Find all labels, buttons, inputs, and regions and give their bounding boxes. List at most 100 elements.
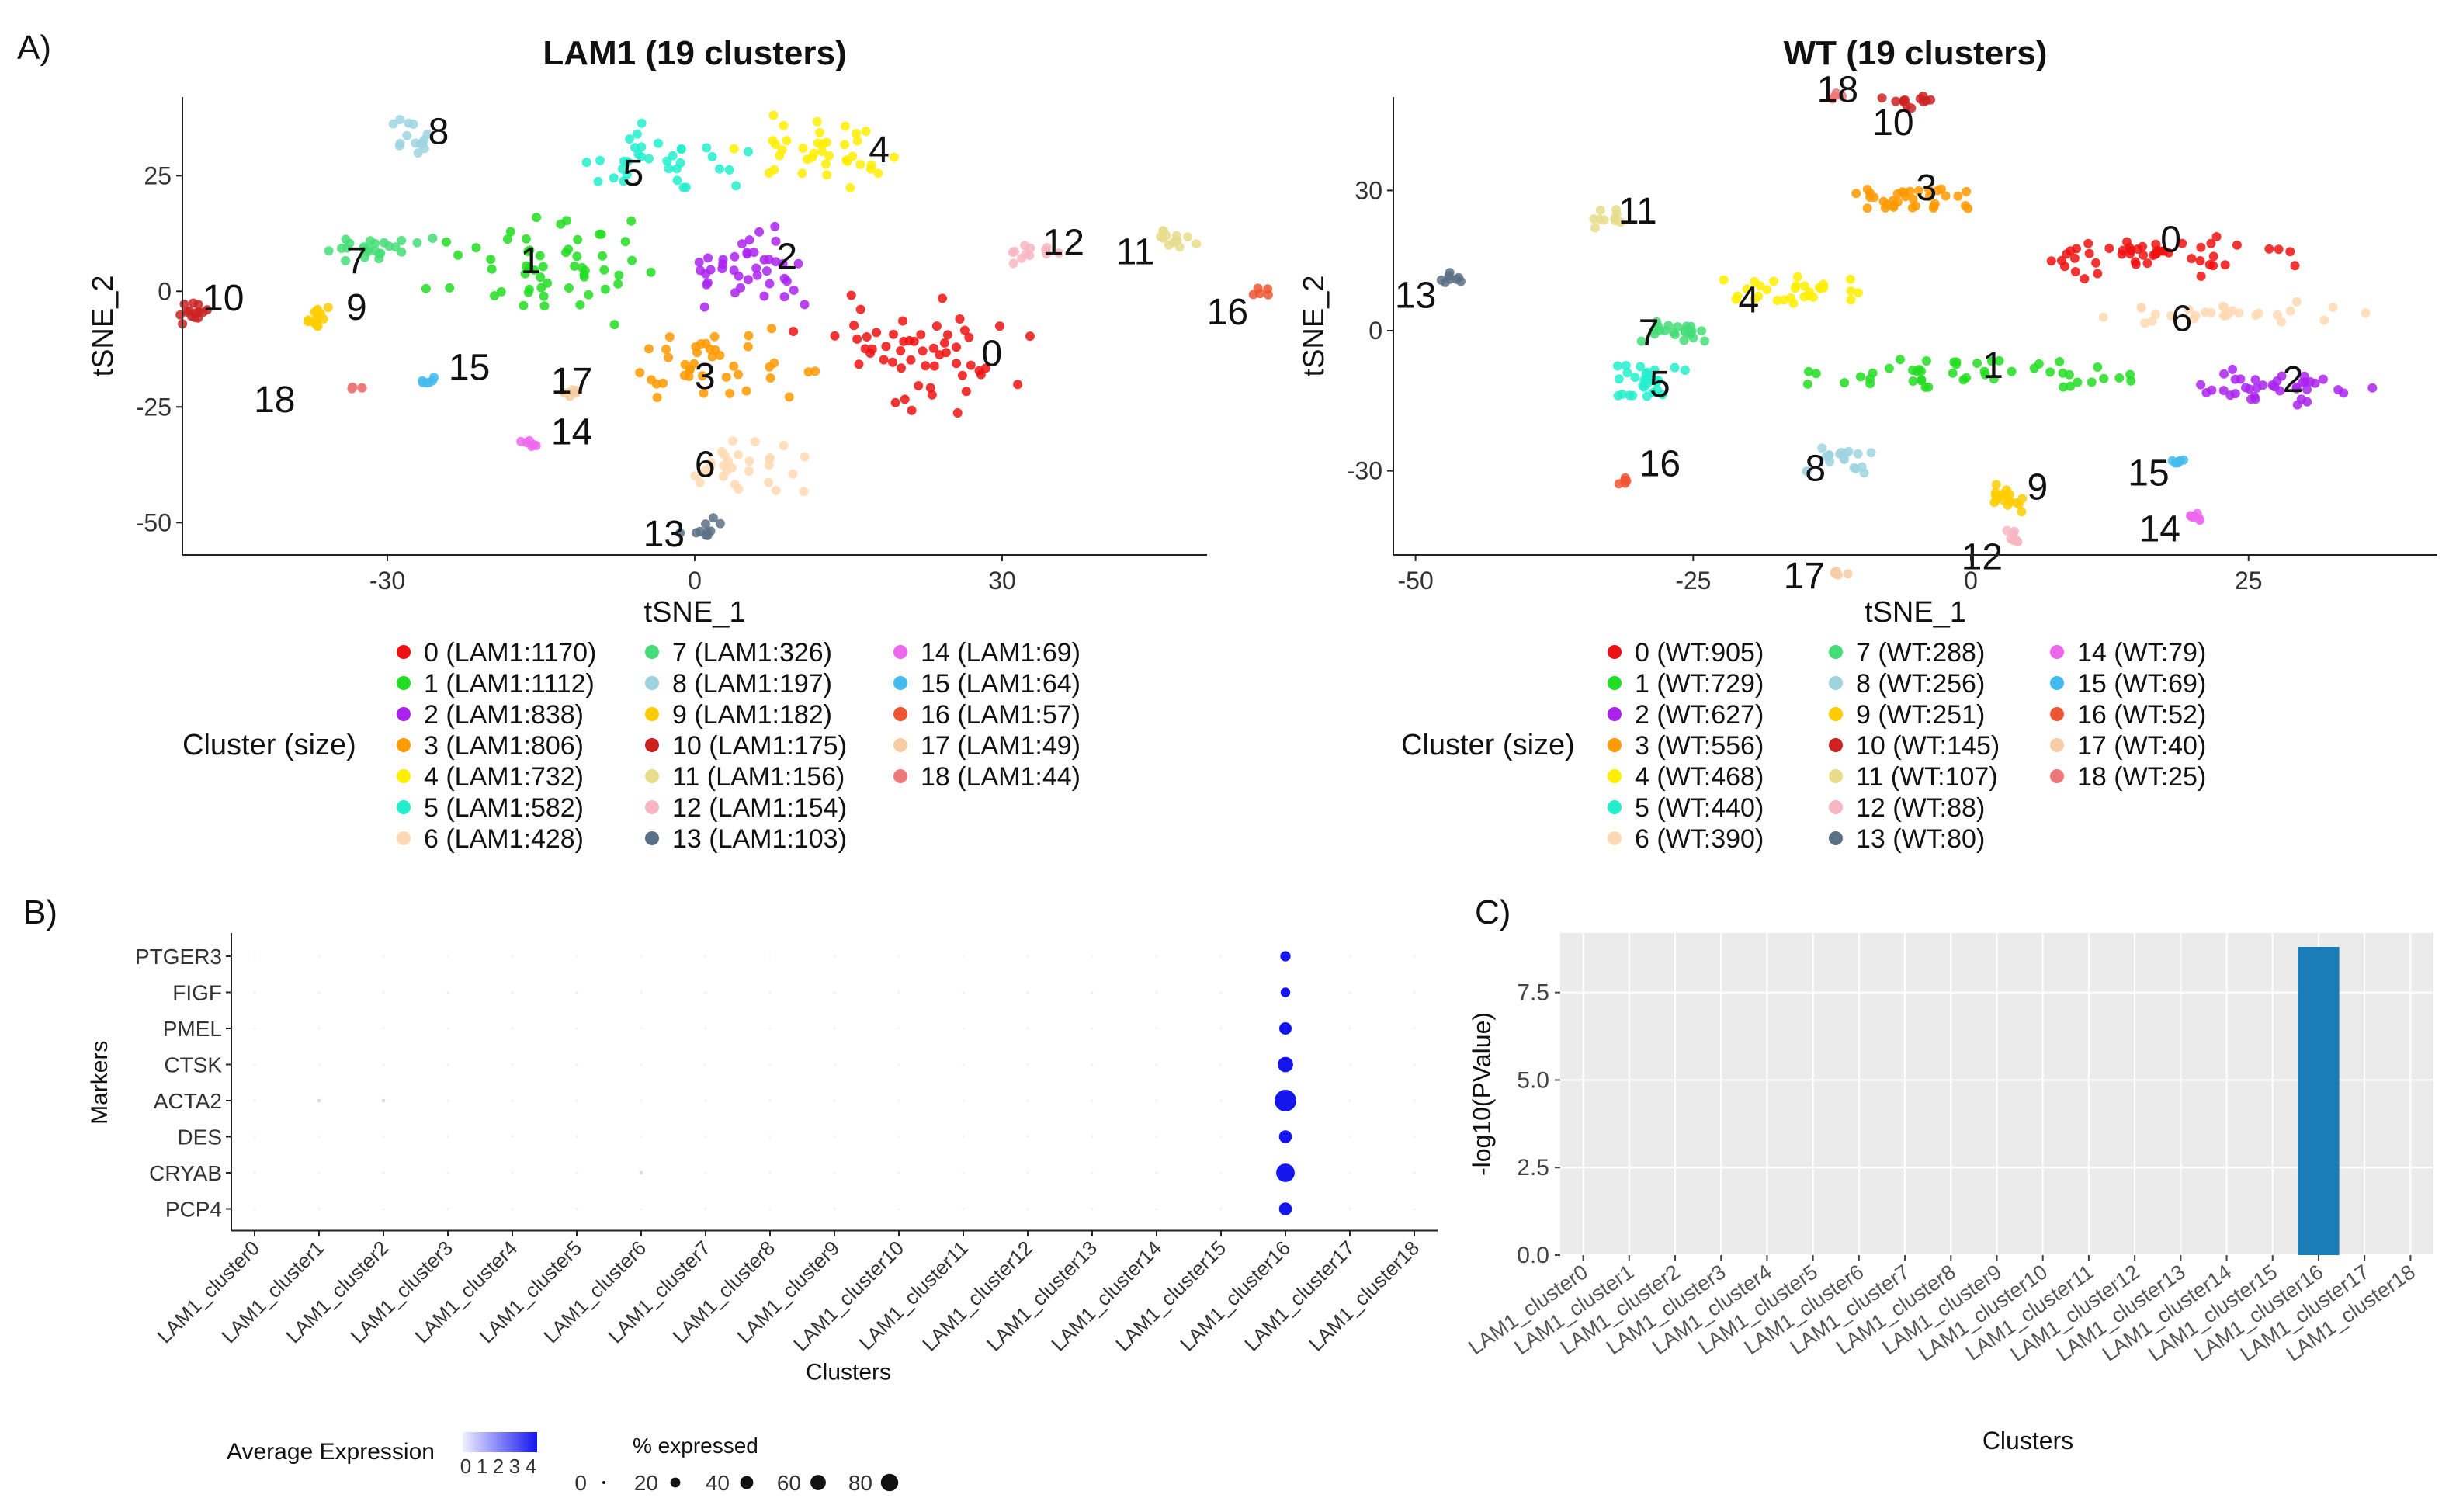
expression-dot [833,955,836,958]
cluster-points-9 [304,303,333,331]
data-point [1788,298,1799,308]
data-point [821,159,831,169]
legend-swatch-10 [1829,738,1843,752]
legend-entry-16: 16 (WT:52) [2077,700,2206,730]
expression-dot-cryab [1276,1163,1295,1182]
data-point [397,247,407,257]
cluster-label-10: 10 [203,278,244,319]
cluster-label-10: 10 [1872,102,1913,144]
color-legend-tick: 0 [460,1455,471,1478]
lam1-tsne-plot: LAM1 (19 clusters)01 23456789101112131415… [87,34,1273,854]
data-point [1183,232,1193,242]
expression-dot [382,1063,385,1066]
data-point [907,405,917,415]
data-point [848,151,858,161]
legend-swatch-8 [1829,676,1843,690]
x-tick-label: LAM1_cluster12 [918,1236,1037,1356]
legend-entry-15: 15 (LAM1:64) [921,669,1081,699]
data-point [2045,367,2055,377]
expression-dot [1155,1171,1158,1174]
data-point [1923,382,1934,392]
data-point [744,275,753,285]
expression-dot [1155,1063,1158,1066]
data-point [1779,295,1789,305]
expression-dot [575,991,578,994]
color-legend-tick: 2 [493,1455,504,1478]
data-point [706,460,716,470]
data-point [1648,387,1658,397]
data-point [536,283,546,293]
expression-dot [1348,1099,1351,1102]
expression-dot [1026,1099,1029,1102]
data-point [841,121,850,131]
expression-dot [640,991,643,994]
data-point [1700,336,1710,346]
cluster-points-13 [1436,268,1466,287]
expression-dot [1413,991,1416,994]
expression-dot [768,1136,772,1138]
data-point [734,271,744,281]
data-point [1805,287,1815,297]
data-point [664,352,673,362]
data-point [581,158,591,168]
expression-dot [768,1208,772,1210]
data-point [313,321,323,331]
data-point [1636,362,1646,372]
data-point [800,452,810,462]
legend-entry-0: 0 (LAM1:1170) [424,638,596,668]
expression-dot [511,1063,514,1066]
y-axis-label: -log10(PValue) [1468,1012,1496,1176]
data-point [798,144,808,153]
data-point [779,120,789,130]
cluster-points-4 [1719,272,1863,308]
expression-dot-pcp4 [1278,1202,1292,1215]
legend-swatch-18 [2050,769,2064,783]
expression-dot [1091,1208,1094,1210]
data-point [2227,306,2237,316]
data-point [1630,373,1640,383]
data-point [689,359,699,369]
expression-dot [1026,991,1029,994]
expression-dot [382,1027,385,1030]
expression-dot [511,955,514,958]
cluster-points-15 [2167,455,2188,468]
expression-dot [768,1171,772,1174]
data-point [535,251,545,261]
data-point [2083,238,2093,248]
legend-swatch-11 [645,769,659,783]
data-point [1025,251,1035,261]
data-point [2099,373,2109,383]
legend-entry-13: 13 (LAM1:103) [672,824,847,854]
data-point [1670,330,1680,339]
expression-dot [704,1136,707,1138]
cluster-label-12: 12 [1962,537,2003,578]
data-point [2220,260,2230,270]
data-point [672,175,682,186]
data-point [800,300,810,310]
data-point [453,250,463,260]
data-point [609,173,619,183]
data-point [1824,450,1834,460]
data-point [664,164,674,174]
data-point [691,342,701,352]
legend-entry-15: 15 (WT:69) [2077,669,2206,699]
expression-dot [575,1027,578,1030]
data-point [812,116,822,127]
expression-dot [1026,1171,1029,1174]
expression-dot [962,1063,965,1066]
data-point [637,118,647,128]
cluster-label-2: 2 [776,236,797,277]
data-point [715,518,725,529]
y-tick-label: 0 [1368,317,1382,345]
data-point [2201,307,2211,317]
expression-dot [1219,1208,1223,1210]
data-point [342,243,352,253]
data-point [725,388,735,398]
data-point [852,136,862,146]
data-point [957,370,967,380]
data-point [1908,366,1917,375]
data-point [521,234,531,244]
expression-dot [575,1063,578,1066]
